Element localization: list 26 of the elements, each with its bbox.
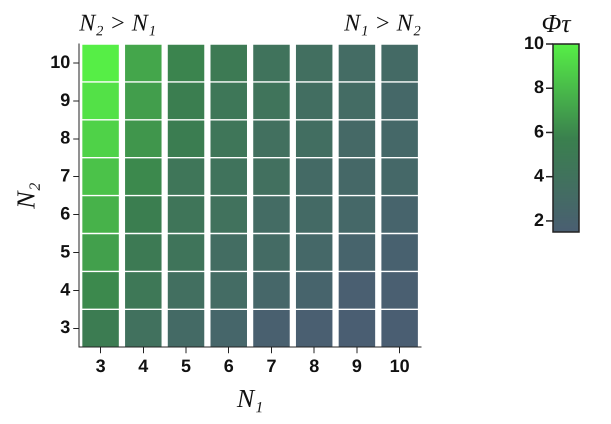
color-bar-label: 6 bbox=[534, 121, 544, 142]
x-tick-label: 9 bbox=[352, 356, 362, 376]
y-tick-label: 5 bbox=[60, 241, 70, 262]
text: N₁ > N₂ bbox=[343, 10, 421, 36]
x-axis-title: N₁ bbox=[236, 384, 264, 414]
x-tick-label: 5 bbox=[181, 356, 192, 376]
y-tick-label: 10 bbox=[50, 52, 70, 72]
y-tick-label: 8 bbox=[60, 128, 70, 148]
y-axis-title: N₂ bbox=[11, 182, 40, 210]
color-bar-label: 8 bbox=[534, 77, 544, 98]
color-bar-label: 2 bbox=[534, 210, 544, 230]
x-tick-label: 8 bbox=[309, 356, 320, 376]
y-tick-label: 6 bbox=[60, 204, 70, 224]
x-tick-label: 10 bbox=[390, 356, 410, 376]
x-tick-label: 3 bbox=[96, 356, 106, 376]
y-tick-label: 3 bbox=[60, 317, 70, 338]
x-tick-label: 7 bbox=[266, 356, 276, 376]
y-tick-label: 9 bbox=[60, 90, 70, 110]
color-bar-title: Φτ bbox=[541, 8, 572, 38]
x-tick-label: 6 bbox=[224, 356, 234, 376]
y-tick-label: 7 bbox=[60, 166, 70, 186]
x-tick-label: 4 bbox=[138, 356, 148, 376]
y-tick-label: 4 bbox=[60, 279, 70, 300]
text: N₂ > N₁ bbox=[78, 10, 156, 36]
color-bar-label: 10 bbox=[524, 32, 544, 53]
color-bar-label: 4 bbox=[534, 166, 544, 186]
